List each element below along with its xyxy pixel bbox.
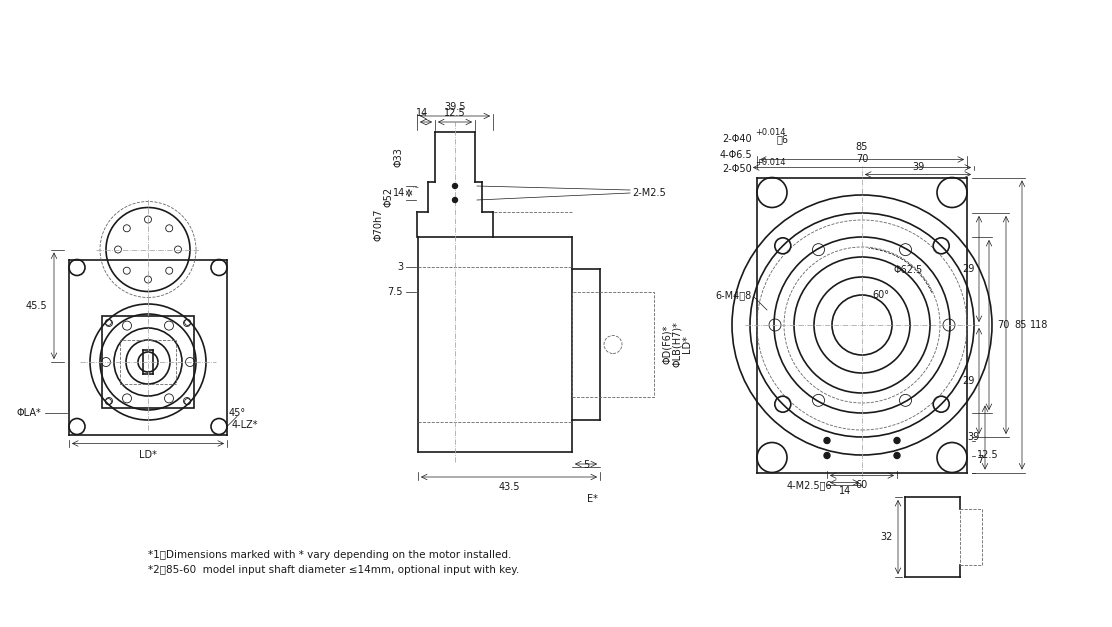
Text: *1、Dimensions marked with * vary depending on the motor installed.: *1、Dimensions marked with * vary dependi… xyxy=(148,550,512,560)
Text: *2、85-60  model input shaft diameter ≤14mm, optional input with key.: *2、85-60 model input shaft diameter ≤14m… xyxy=(148,565,519,575)
Text: 2-Φ40: 2-Φ40 xyxy=(723,135,752,144)
Text: ΦD(F6)*: ΦD(F6)* xyxy=(662,325,672,364)
Text: +0.014: +0.014 xyxy=(755,158,785,167)
Text: 39.5: 39.5 xyxy=(445,102,466,112)
Text: 7: 7 xyxy=(977,455,983,465)
Text: 45°: 45° xyxy=(229,409,246,418)
Text: 118: 118 xyxy=(1030,320,1049,330)
Text: Φ62.5: Φ62.5 xyxy=(894,265,923,275)
Bar xyxy=(120,340,176,384)
Text: 70: 70 xyxy=(856,154,868,164)
Text: Φ52: Φ52 xyxy=(383,187,393,207)
Circle shape xyxy=(894,438,900,443)
Text: 85: 85 xyxy=(856,142,868,152)
Circle shape xyxy=(824,438,830,443)
Bar xyxy=(572,292,654,397)
Text: 32: 32 xyxy=(881,532,893,542)
Text: 12.5: 12.5 xyxy=(444,108,466,118)
Text: ΦLA*: ΦLA* xyxy=(17,408,41,418)
Text: ΦLB(H7)*: ΦLB(H7)* xyxy=(672,322,682,367)
Bar xyxy=(102,316,193,408)
Text: 45.5: 45.5 xyxy=(26,301,47,311)
Text: 29: 29 xyxy=(963,264,975,274)
Text: 39: 39 xyxy=(912,162,924,172)
Text: Φ70h7: Φ70h7 xyxy=(373,209,383,241)
Text: 6-M4深8: 6-M4深8 xyxy=(716,290,752,300)
Text: 5: 5 xyxy=(583,460,589,470)
Text: Φ33: Φ33 xyxy=(393,147,403,167)
Text: E*: E* xyxy=(587,494,598,504)
Text: 43.5: 43.5 xyxy=(498,482,519,492)
Text: LD*: LD* xyxy=(139,450,157,460)
Text: 4-M2.5深6: 4-M2.5深6 xyxy=(786,480,832,490)
Text: 70: 70 xyxy=(997,320,1010,330)
Text: 4-LZ*: 4-LZ* xyxy=(232,419,258,429)
Circle shape xyxy=(453,198,457,203)
Circle shape xyxy=(824,453,830,458)
Text: 2-M2.5: 2-M2.5 xyxy=(632,188,666,198)
Text: 12.5: 12.5 xyxy=(977,450,999,460)
Text: 14: 14 xyxy=(393,188,405,198)
Text: 14: 14 xyxy=(838,487,851,497)
Circle shape xyxy=(453,184,457,189)
Text: 29: 29 xyxy=(963,376,975,386)
Text: 7.5: 7.5 xyxy=(387,287,403,297)
Circle shape xyxy=(894,453,900,458)
Bar xyxy=(960,509,982,565)
Text: 39: 39 xyxy=(967,433,980,443)
Text: 4-Φ6.5: 4-Φ6.5 xyxy=(719,150,752,161)
Text: 60: 60 xyxy=(856,480,868,490)
Text: +0.014: +0.014 xyxy=(755,128,785,137)
Text: 14: 14 xyxy=(416,108,428,118)
Text: 2-Φ50: 2-Φ50 xyxy=(723,164,752,174)
Text: 85: 85 xyxy=(1014,320,1026,330)
Text: 60°: 60° xyxy=(872,290,888,300)
Text: 3: 3 xyxy=(397,262,403,272)
Text: LD*: LD* xyxy=(682,335,692,354)
Text: 深6: 深6 xyxy=(777,135,790,144)
